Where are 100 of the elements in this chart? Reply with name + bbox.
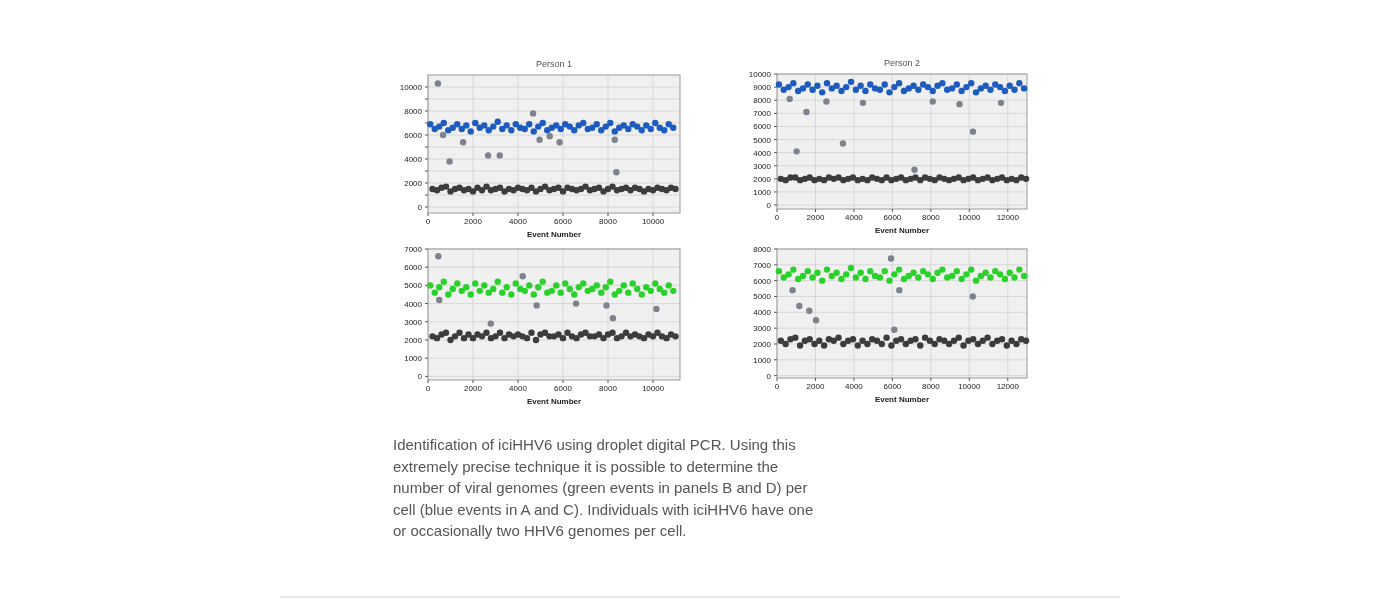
x-tick-label: 6000 [554, 384, 573, 393]
chart-title: Person 1 [535, 59, 573, 69]
chart-title: Person 2 [883, 58, 921, 68]
y-tick-label: 6000 [404, 263, 423, 273]
point [887, 255, 895, 262]
point [790, 266, 797, 273]
point [902, 340, 910, 348]
y-tick-label: 0 [766, 201, 772, 211]
point [891, 271, 898, 278]
point [950, 337, 958, 344]
point [871, 272, 879, 280]
point [494, 118, 501, 125]
point [931, 176, 938, 184]
point [559, 334, 567, 342]
point [910, 269, 917, 276]
point [598, 127, 605, 134]
point [647, 125, 654, 133]
y-tick-label: 8000 [753, 245, 772, 254]
point [790, 79, 797, 87]
point [573, 334, 580, 342]
point [789, 286, 796, 294]
point [544, 127, 551, 134]
point [823, 266, 831, 273]
point [849, 336, 857, 343]
point [483, 183, 490, 190]
point [625, 289, 632, 296]
point [481, 282, 488, 289]
y-tick-label: 4000 [753, 148, 772, 158]
point [897, 336, 905, 343]
point [924, 271, 932, 278]
point [921, 174, 929, 181]
point [556, 139, 563, 146]
point [881, 81, 888, 88]
point [472, 280, 479, 287]
x-axis-title: Event Number [874, 395, 930, 404]
point [939, 79, 946, 87]
y-tick-label: 1000 [753, 355, 772, 365]
point [852, 86, 860, 93]
point [449, 124, 456, 131]
x-tick-label: 4000 [845, 213, 864, 222]
x-tick-label: 8000 [921, 213, 941, 222]
point [469, 188, 477, 195]
point [609, 329, 616, 336]
y-tick-label: 6000 [404, 131, 423, 140]
point [972, 89, 980, 96]
point [1001, 87, 1009, 95]
point [921, 334, 929, 341]
point [620, 122, 627, 129]
point [541, 329, 549, 336]
point [492, 333, 499, 340]
point [1008, 337, 1015, 344]
point [519, 273, 526, 280]
point [1003, 342, 1011, 349]
point [775, 81, 783, 88]
point [917, 342, 924, 349]
point [535, 123, 542, 130]
point [634, 285, 641, 293]
point [840, 340, 847, 348]
point [442, 329, 450, 336]
y-tick-label: 3000 [753, 324, 772, 334]
point [512, 121, 519, 128]
point [912, 336, 919, 343]
point [849, 174, 857, 181]
point [969, 293, 976, 300]
point [593, 282, 600, 289]
x-tick-label: 8000 [599, 217, 618, 226]
x-tick-label: 8000 [599, 384, 618, 393]
point [902, 176, 910, 184]
point [469, 334, 477, 342]
point [876, 274, 884, 281]
point [989, 340, 996, 348]
point [539, 278, 546, 285]
point [857, 82, 864, 89]
point [796, 342, 804, 349]
y-tick-label: 2000 [753, 174, 772, 184]
point [611, 291, 618, 298]
point [984, 334, 991, 341]
point [895, 79, 903, 87]
point [948, 272, 956, 280]
point [796, 176, 804, 184]
x-tick-label: 10000 [958, 213, 981, 222]
y-tick-label: 1000 [753, 187, 772, 197]
point [496, 184, 504, 191]
point [977, 85, 985, 92]
point [571, 127, 578, 134]
point [843, 83, 850, 91]
point [859, 99, 867, 107]
point [835, 334, 842, 341]
point [897, 174, 905, 181]
point [580, 280, 587, 287]
x-tick-label: 6000 [554, 217, 573, 226]
point [496, 152, 503, 159]
point [446, 158, 453, 165]
point [1001, 275, 1009, 283]
point [649, 333, 657, 340]
point [864, 176, 871, 184]
point [862, 87, 869, 95]
point [941, 337, 948, 344]
point [611, 128, 618, 135]
point [838, 275, 845, 283]
